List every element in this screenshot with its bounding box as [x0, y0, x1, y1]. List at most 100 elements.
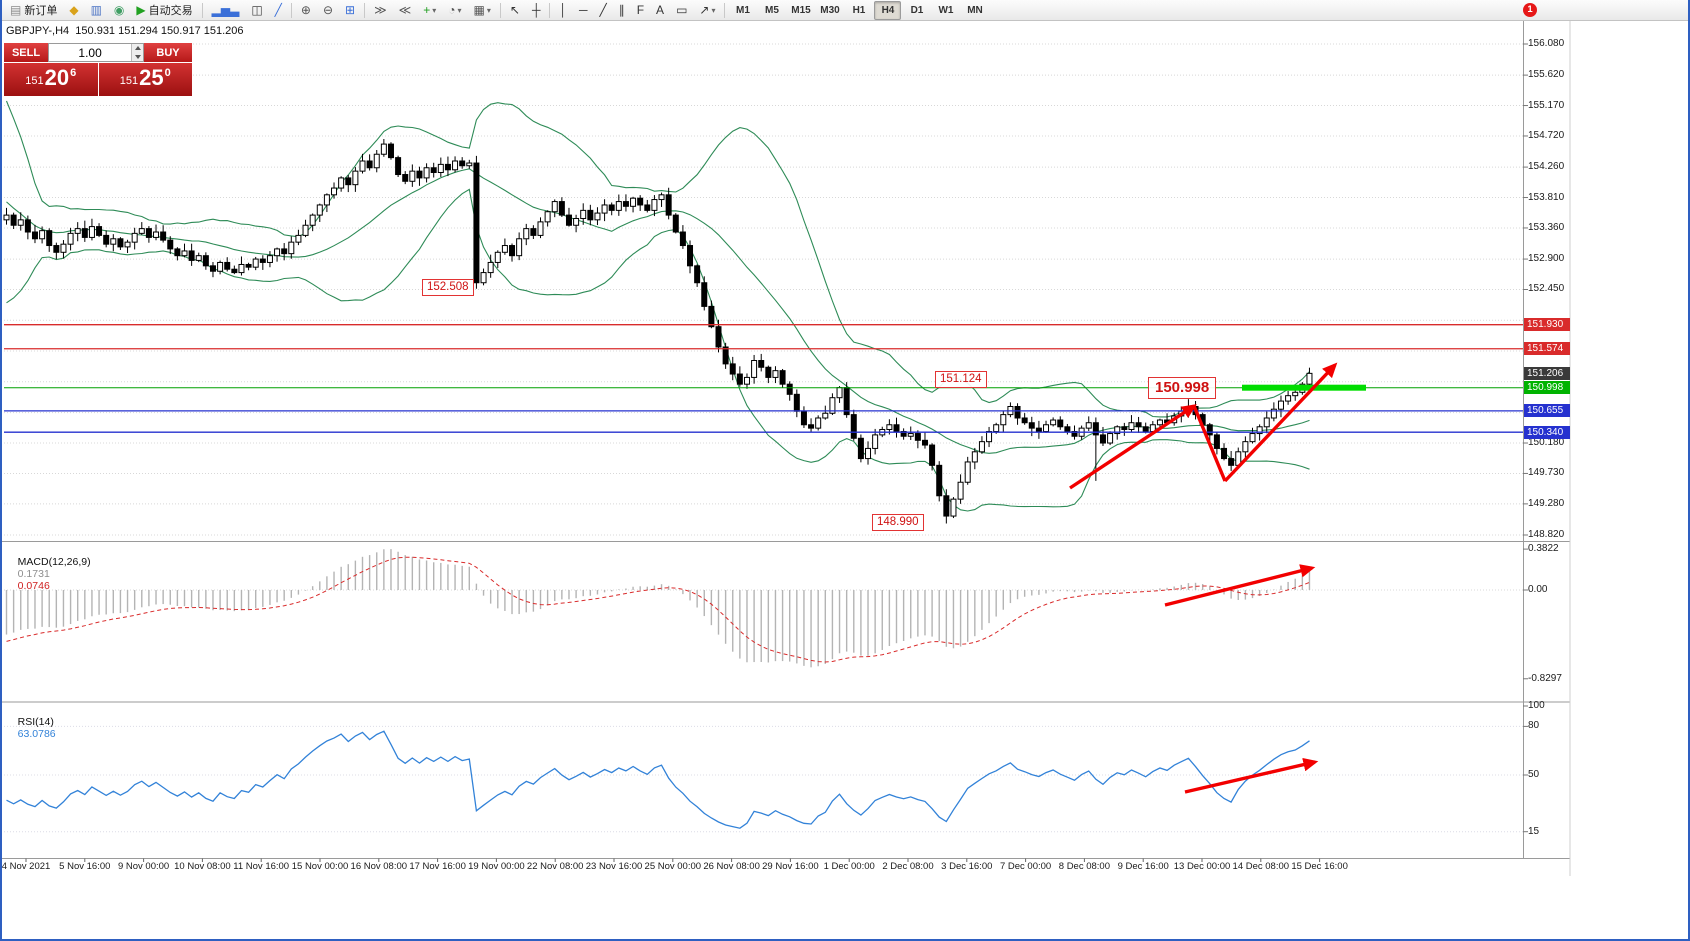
- rsi-value: 63.0786: [17, 728, 56, 740]
- macd-signal-value: 0.0746: [17, 580, 50, 592]
- line-chart-icon: ╱: [274, 3, 282, 17]
- sell-price-small: 151: [25, 75, 44, 87]
- periods-button[interactable]: ◔ ▾: [443, 0, 466, 20]
- price-axis-tag: 150.998: [1524, 381, 1570, 395]
- macd-axis-label: 0.3822: [1528, 543, 1559, 555]
- support-highlight-bar[interactable]: [1242, 384, 1366, 391]
- macd-axis-label: -0.8297: [1528, 672, 1562, 684]
- crosshair-icon: ┼: [531, 3, 541, 17]
- timeframe-mn[interactable]: MN: [967, 4, 983, 16]
- indicators-button[interactable]: + ▾: [418, 0, 441, 20]
- candlestick-chart-icon: ◫: [251, 3, 263, 17]
- price-axis-label: 150.180: [1528, 437, 1565, 449]
- trendline-button[interactable]: ╱: [594, 0, 611, 20]
- sell-price-panel[interactable]: 151 20 6: [4, 63, 98, 96]
- timeframe-h1[interactable]: H1: [852, 4, 866, 16]
- grid-layer: [4, 43, 1524, 833]
- bar-chart-button[interactable]: ▂▅▃: [207, 0, 245, 20]
- trendline-icon: ╱: [599, 3, 607, 17]
- price-annotation-151124[interactable]: 151.124: [935, 371, 987, 388]
- metaeditor-button[interactable]: ◆: [64, 0, 83, 20]
- arrows-tool-button[interactable]: ↗ ▾: [694, 0, 720, 20]
- auto-scroll-button[interactable]: ≫: [369, 0, 392, 20]
- time-axis-label: 13 Dec 00:00: [1173, 861, 1231, 872]
- price-axis-tag: 150.655: [1524, 404, 1570, 418]
- trend-arrows-layer[interactable]: [1069, 362, 1338, 794]
- volume-up-icon[interactable]: [132, 44, 143, 53]
- time-axis-label: 8 Dec 08:00: [1058, 861, 1111, 872]
- time-axis-label: 11 Nov 16:00: [233, 861, 290, 872]
- new-order-icon: ▤: [10, 3, 22, 17]
- templates-button[interactable]: ▦ ▾: [469, 0, 496, 20]
- toolbar-separator: [201, 2, 203, 18]
- new-order-button[interactable]: ▤ 新订单: [5, 0, 62, 20]
- time-axis-label: 10 Nov 08:00: [174, 861, 231, 872]
- timeframe-m30[interactable]: M30: [820, 4, 840, 16]
- toolbar-separator: [724, 2, 726, 18]
- zoom-out-button[interactable]: ⊖: [318, 0, 338, 20]
- time-axis-label: 15 Nov 00:00: [291, 861, 349, 872]
- bar-chart-icon: ▂▅▃: [211, 3, 240, 17]
- rsi-axis-label: 100: [1528, 700, 1545, 711]
- sell-price-big: 20: [44, 65, 70, 90]
- horizontal-line-button[interactable]: ─: [574, 0, 593, 20]
- channel-button[interactable]: ∥: [614, 0, 630, 20]
- price-axis-label: 153.810: [1528, 191, 1565, 203]
- text-button[interactable]: A: [651, 0, 669, 20]
- volume-down-icon[interactable]: [132, 53, 143, 62]
- label-icon: ▭: [676, 3, 688, 17]
- fibonacci-icon: F: [636, 3, 645, 17]
- timeframe-h4[interactable]: H4: [874, 0, 902, 20]
- line-chart-button[interactable]: ╱: [270, 0, 287, 20]
- strategy-refresh-icon: ◉: [113, 3, 125, 17]
- price-axis-tag: 151.574: [1524, 342, 1570, 356]
- price-annotation-152508[interactable]: 152.508: [422, 279, 474, 296]
- timeframe-m15[interactable]: M15: [791, 4, 811, 16]
- tile-windows-button[interactable]: ⊞: [340, 0, 360, 20]
- buy-price-panel[interactable]: 151 25 0: [98, 63, 192, 96]
- buy-button[interactable]: BUY: [144, 43, 192, 62]
- crosshair-button[interactable]: ┼: [527, 0, 546, 20]
- price-axis-label: 154.720: [1528, 129, 1565, 141]
- label-button[interactable]: ▭: [671, 0, 692, 20]
- zoom-in-button[interactable]: ⊕: [296, 0, 316, 20]
- price-axis-label: 148.820: [1528, 528, 1565, 540]
- timeframe-m1[interactable]: M1: [736, 4, 750, 16]
- time-axis-label: 25 Nov 00:00: [644, 861, 702, 872]
- print-preview-button[interactable]: ▥: [86, 0, 107, 20]
- timeframe-m5[interactable]: M5: [765, 4, 779, 16]
- cursor-button[interactable]: ↖: [505, 0, 525, 20]
- level-lines-layer[interactable]: [4, 324, 1524, 433]
- price-axis-label: 152.900: [1528, 253, 1565, 265]
- timeframe-d1[interactable]: D1: [910, 4, 924, 16]
- price-annotation-148990[interactable]: 148.990: [872, 514, 924, 531]
- price-axis-label: 149.730: [1528, 467, 1565, 479]
- autotrading-button[interactable]: ▶ 自动交易: [131, 0, 197, 20]
- chevron-down-icon: ▾: [486, 5, 491, 15]
- vertical-line-button[interactable]: │: [554, 0, 572, 20]
- arrows-tool-icon: ↗: [699, 3, 710, 17]
- fibonacci-button[interactable]: F: [632, 0, 649, 20]
- macd-layer: [5, 549, 1311, 668]
- volume-input[interactable]: [49, 44, 132, 61]
- vertical-line-icon: │: [559, 3, 567, 17]
- timeframe-w1[interactable]: W1: [938, 4, 954, 16]
- autotrading-icon: ▶: [136, 3, 146, 17]
- candlestick-chart-button[interactable]: ◫: [246, 0, 267, 20]
- sell-button[interactable]: SELL: [4, 43, 48, 62]
- strategy-refresh-button[interactable]: ◉: [109, 0, 129, 20]
- rsi-name: RSI(14): [17, 716, 54, 728]
- price-annotation-150998[interactable]: 150.998: [1148, 377, 1217, 399]
- main-toolbar: ▤ 新订单 ◆ ▥ ◉ ▶ 自动交易 ▂▅▃ ◫ ╱ ⊕ ⊖ ⊞ ≫ ≪ + ▾ ◔ ▾ ▦ ▾ ↖ ┼ │ ─ ╱ ∥ F A ▭ ↗ ▾ M…: [2, 0, 1688, 21]
- volume-stepper[interactable]: [131, 44, 143, 61]
- chevron-down-icon: ▾: [432, 5, 437, 15]
- price-axis-tag: 151.930: [1524, 318, 1570, 332]
- chart-shift-button[interactable]: ≪: [394, 0, 417, 20]
- rsi-indicator-label: RSI(14) 63.0786: [6, 704, 56, 752]
- notification-badge[interactable]: 1: [1523, 3, 1537, 17]
- time-axis-label: 9 Nov 00:00: [117, 861, 170, 872]
- rsi-layer: [6, 730, 1310, 829]
- time-axis-label: 16 Nov 08:00: [350, 861, 408, 872]
- rsi-axis-label: 80: [1528, 720, 1540, 732]
